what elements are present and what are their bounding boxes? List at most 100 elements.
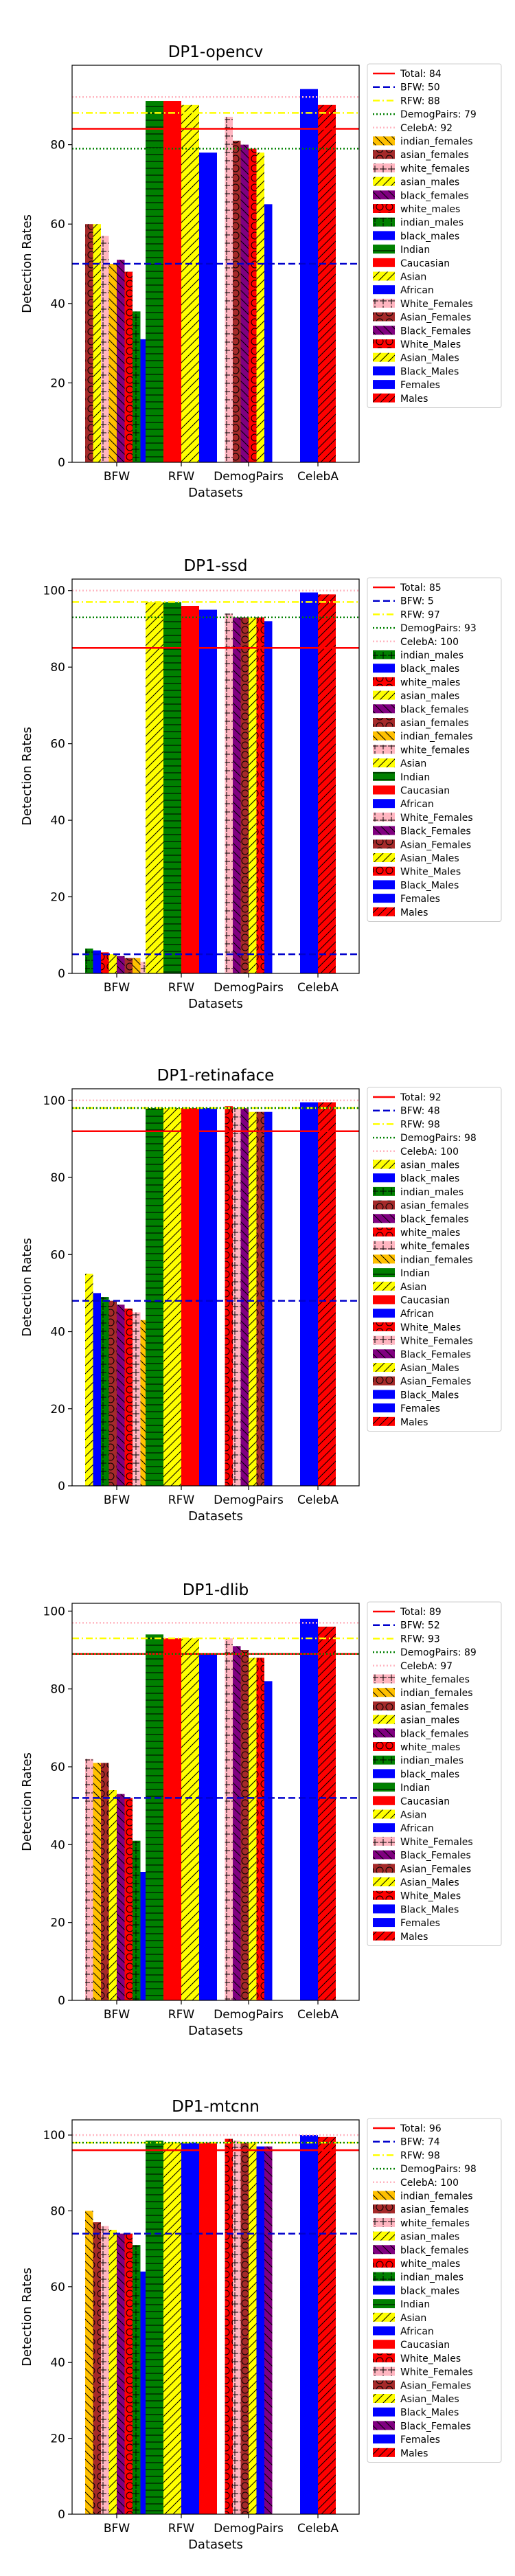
legend-label: Indian: [400, 1268, 430, 1279]
legend-bar-swatch: [373, 1688, 395, 1697]
bar-rfw-african: [181, 2143, 199, 2514]
bar-bfw-black_females: [117, 260, 125, 462]
legend-bar-swatch: [373, 2191, 395, 2200]
legend-label: CelebA: 100: [400, 637, 459, 648]
bar-bfw-asian_males: [108, 2230, 117, 2514]
legend-bar-swatch: [373, 1783, 395, 1792]
chart-panel-3: DP1-retinaface 0 20 40 60 80 100 BFW RFW DemogPai…: [20, 1067, 502, 1524]
legend-bar-swatch: [373, 1376, 395, 1386]
y-tick-label: 20: [50, 2432, 65, 2446]
chart-title: DP1-retinaface: [157, 1067, 275, 1085]
bar-demogpairs-asian_males: [249, 1111, 257, 1486]
legend-label: White_Females: [400, 1336, 473, 1347]
legend-bar-swatch: [373, 1864, 395, 1873]
legend-label: CelebA: 97: [400, 1661, 453, 1672]
legend-label: Females: [400, 1918, 440, 1929]
bar-bfw-asian_females: [85, 224, 93, 462]
legend-bar-swatch: [373, 1904, 395, 1914]
bar-demogpairs-asian_males: [249, 617, 257, 973]
y-tick-label: 20: [50, 376, 65, 390]
chart-panel-2: DP1-ssd 0 20 40 60 80 100 BFW RFW DemogPairs Celeb…: [20, 557, 502, 1011]
legend-label: white_females: [400, 745, 470, 756]
legend-bar-swatch: [373, 785, 395, 795]
bar-rfw-indian: [146, 2140, 163, 2514]
legend-label: Asian_Males: [400, 353, 459, 364]
legend-bar-swatch: [373, 1823, 395, 1833]
bar-demogpairs-asian_females: [240, 1650, 249, 2000]
legend-label: indian_males: [400, 1756, 464, 1767]
legend-bar-swatch: [373, 664, 395, 673]
bar-celeba-females: [300, 89, 318, 462]
bar-demogpairs-black_males: [264, 1681, 273, 2000]
y-tick-label: 20: [50, 1917, 65, 1930]
legend-label: Black_Males: [400, 2408, 459, 2419]
y-tick-label: 40: [50, 1838, 65, 1852]
legend-label: asian_females: [400, 2204, 469, 2215]
y-axis-label: Detection Rates: [20, 214, 34, 313]
legend-bar-swatch: [373, 1160, 395, 1169]
x-axis-label: Datasets: [188, 1509, 243, 1524]
bar-bfw-asian_males: [108, 954, 117, 973]
legend-label: asian_females: [400, 1702, 469, 1713]
legend-label: Asian: [400, 758, 426, 769]
legend-label: Black_Females: [400, 2421, 471, 2432]
legend-bar-swatch: [373, 1363, 395, 1372]
legend-bar-swatch: [373, 1241, 395, 1250]
plot-frame: [71, 2119, 360, 2515]
legend-bar-swatch: [373, 2231, 395, 2241]
legend-bar-swatch: [373, 1403, 395, 1413]
legend-label: Asian_Females: [400, 1864, 471, 1875]
x-tick-label: CelebA: [297, 470, 339, 484]
legend-label: Asian_Males: [400, 1877, 459, 1888]
legend-bar-swatch: [373, 298, 395, 308]
legend-bar-swatch: [373, 285, 395, 295]
legend-bar-swatch: [373, 204, 395, 213]
legend-bar-swatch: [373, 393, 395, 403]
legend-label: asian_females: [400, 1201, 469, 1212]
legend-label: indian_males: [400, 218, 464, 229]
legend-bar-swatch: [373, 1228, 395, 1236]
x-tick-label: RFW: [168, 1493, 195, 1507]
legend-label: asian_males: [400, 691, 459, 702]
legend-bar-swatch: [373, 2448, 395, 2457]
legend-label: Asian_Females: [400, 839, 471, 850]
legend-label: African: [400, 285, 434, 296]
x-axis-label: Datasets: [188, 997, 243, 1011]
legend-bar-swatch: [373, 339, 395, 348]
bar-demogpairs-white_females: [225, 1638, 233, 2000]
legend-bar-swatch: [373, 2326, 395, 2336]
legend-label: Females: [400, 894, 440, 905]
bar-celeba-males: [318, 1627, 336, 2000]
bar-demogpairs-black_females: [233, 1646, 241, 2000]
bar-bfw-indian_females: [140, 1320, 148, 1486]
bar-bfw-indian_females: [133, 958, 141, 973]
bar-demogpairs-black_males: [256, 2146, 264, 2514]
legend-label: Indian: [400, 245, 430, 256]
y-tick-label: 60: [50, 2281, 65, 2294]
legend-label: Total: 92: [400, 1092, 442, 1103]
chart-title: DP1-dlib: [183, 1581, 249, 1599]
y-tick-label: 60: [50, 218, 65, 231]
legend-box: [367, 2118, 502, 2463]
legend-label: RFW: 97: [400, 609, 440, 620]
plot-frame: [71, 1088, 360, 1487]
legend: Total: 92 BFW: 48 RFW: 98 DemogPairs: 98 Cel…: [367, 1087, 502, 1432]
legend-label: DemogPairs: 98: [400, 1133, 477, 1144]
legend-bar-swatch: [373, 1281, 395, 1291]
legend-label: white_females: [400, 163, 470, 174]
legend-bar-swatch: [373, 690, 395, 700]
bar-celeba-females: [300, 592, 318, 973]
bar-demogpairs-white_males: [225, 1106, 233, 1486]
bar-rfw-african: [199, 609, 217, 973]
legend-bar-swatch: [373, 1322, 395, 1331]
legend-bar-swatch: [373, 217, 395, 227]
x-axis-label: Datasets: [188, 2538, 243, 2552]
legend-bar-swatch: [373, 2407, 395, 2417]
bar-bfw-black_males: [140, 339, 148, 462]
legend-label: Total: 85: [400, 583, 442, 594]
legend-label: Males: [400, 1417, 428, 1428]
legend-bar-swatch: [373, 2340, 395, 2349]
plot-frame: [71, 65, 360, 463]
bar-rfw-asian: [163, 2143, 181, 2514]
legend-label: RFW: 88: [400, 95, 440, 106]
